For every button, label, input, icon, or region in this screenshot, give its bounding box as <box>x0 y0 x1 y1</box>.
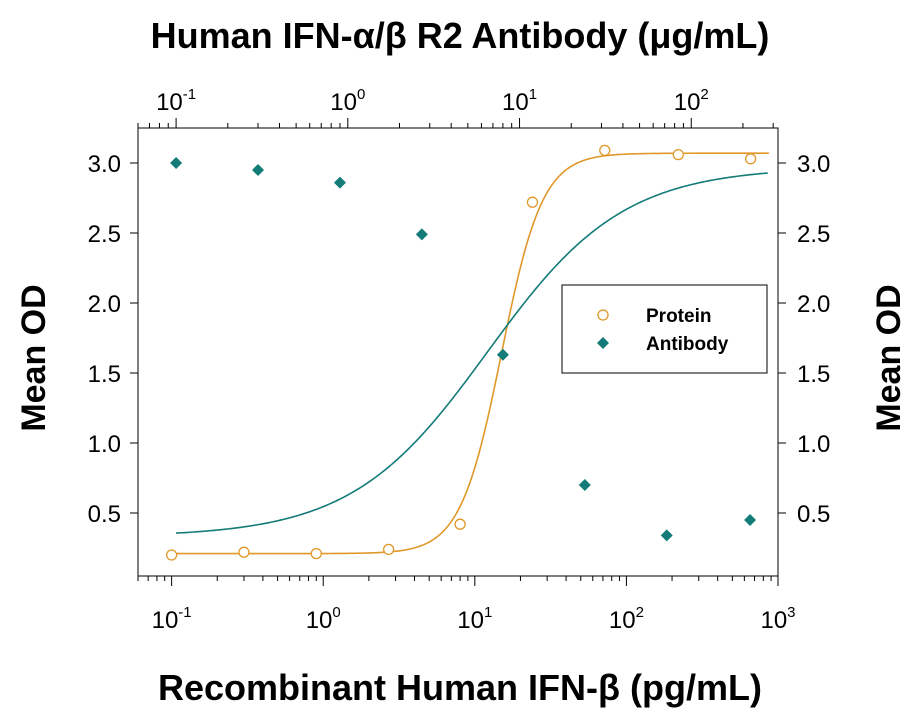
data-point-protein <box>744 153 757 165</box>
fit-curves <box>171 152 769 555</box>
x2-axis-tick-label: 10-1 <box>156 86 196 116</box>
fit-curve-protein <box>171 152 769 555</box>
x2-axis-tick-label: 102 <box>674 86 709 116</box>
legend-label-antibody: Antibody <box>646 334 729 355</box>
x-axis-tick-label: 10-1 <box>152 604 192 634</box>
legend-label-protein: Protein <box>646 306 711 327</box>
legend-box <box>561 284 768 374</box>
data-point-antibody <box>496 348 509 361</box>
data-point-antibody <box>252 164 265 176</box>
legend-marker-antibody <box>597 337 609 349</box>
y-axis-label-right: Mean OD <box>870 284 908 431</box>
data-point-antibody <box>744 514 757 526</box>
x2-axis-tick-label: 100 <box>330 86 365 116</box>
y-axis-tick-label-left: 3.0 <box>88 151 121 178</box>
data-point-antibody <box>578 479 591 491</box>
axes: 10-1 100 101 102 103 10-1 100 101 102 0.5 0.5 1.0 1.… <box>88 86 831 634</box>
chart-title: Human IFN-α/β R2 Antibody (μg/mL) <box>151 15 770 56</box>
legend: Protein Antibody <box>561 284 768 374</box>
data-point-antibody <box>660 529 673 542</box>
x-axis-tick-label: 101 <box>457 604 492 634</box>
data-point-protein <box>310 547 322 560</box>
data-point-protein <box>672 148 684 161</box>
x-axis-tick-label: 102 <box>609 604 644 634</box>
y-axis-tick-label-left: 0.5 <box>88 501 121 528</box>
data-point-protein <box>454 518 466 530</box>
y-axis-tick-label-right: 2.0 <box>797 291 830 318</box>
x-axis-label: Recombinant Human IFN-β (pg/mL) <box>158 667 762 708</box>
plot-frame <box>137 127 779 577</box>
data-point-antibody <box>170 157 183 169</box>
data-point-antibody <box>333 176 346 189</box>
data-point-antibody <box>415 228 428 241</box>
x-axis-tick-label: 103 <box>760 604 795 634</box>
x2-axis-tick-label: 101 <box>502 86 537 116</box>
data-point-protein <box>238 546 250 558</box>
data-point-protein <box>382 543 395 556</box>
y-axis-tick-label-left: 2.5 <box>88 221 121 248</box>
data-point-protein <box>526 196 539 208</box>
y-axis-tick-label-right: 3.0 <box>797 151 830 178</box>
legend-marker-protein <box>597 309 609 321</box>
data-points <box>165 144 757 561</box>
y-axis-label-left: Mean OD <box>15 284 53 431</box>
y-axis-tick-label-right: 2.5 <box>797 221 830 248</box>
data-point-protein <box>165 549 178 561</box>
y-axis-tick-label-left: 2.0 <box>88 291 121 318</box>
x-axis-tick-label: 100 <box>306 604 341 634</box>
y-axis-tick-label-left: 1.5 <box>88 361 121 388</box>
y-axis-tick-label-left: 1.0 <box>88 431 121 458</box>
fit-curve-antibody <box>176 172 768 534</box>
y-axis-tick-label-right: 0.5 <box>797 501 830 528</box>
y-axis-tick-label-right: 1.0 <box>797 431 830 458</box>
data-point-protein <box>599 144 611 157</box>
y-axis-tick-label-right: 1.5 <box>797 361 830 388</box>
